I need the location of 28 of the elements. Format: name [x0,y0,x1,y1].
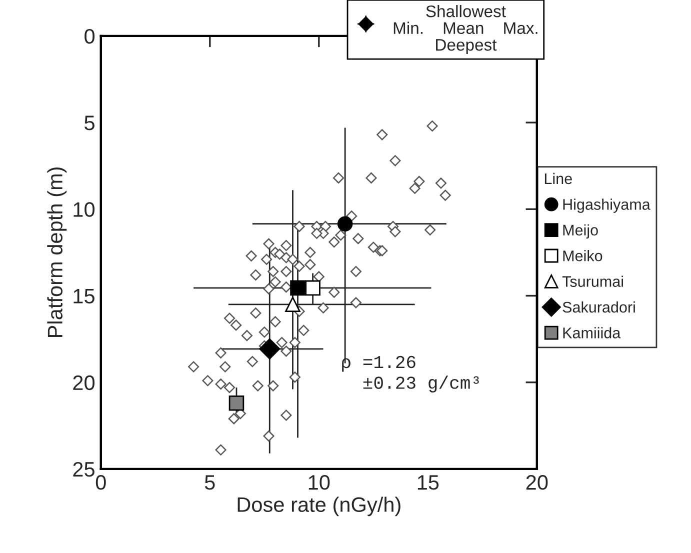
y-tick-label: 10 [74,202,95,217]
x-axis-title: Dose rate (nGy/h) [238,496,400,516]
y-tick-label: 0 [84,28,95,44]
x-tick-label: 0 [96,475,106,490]
point [285,296,300,312]
point [228,395,244,411]
annotation: Shallowest Min. Mean Max. Deepest [394,5,538,54]
point [259,338,280,360]
y-tick-label: 15 [74,288,94,304]
legend-label: Higashiyama [563,198,650,213]
legend-label: Meijo [563,224,598,239]
x-tick-label: 15 [418,475,439,490]
x-tick-label: 5 [204,475,215,490]
y-tick-label: 20 [73,375,95,390]
y-axis-title: Platform depth (m) [47,167,67,337]
x-tick-label: 10 [308,475,330,490]
legend-label: Kamiiida [563,327,621,338]
y-tick-label: 5 [84,116,94,130]
point [305,280,320,296]
point [290,280,306,296]
x-tick-label: 20 [526,475,548,490]
point [337,216,353,232]
legend-label: Sakuradori [562,301,635,313]
legend-label: Tsurumai [562,276,623,287]
legend-label: Meiko [563,250,602,262]
legend-title: Line [544,172,572,184]
y-tick-label: 25 [73,462,94,477]
annotation: ρ =1.26 ±0.23 g/cm³ [342,356,479,392]
